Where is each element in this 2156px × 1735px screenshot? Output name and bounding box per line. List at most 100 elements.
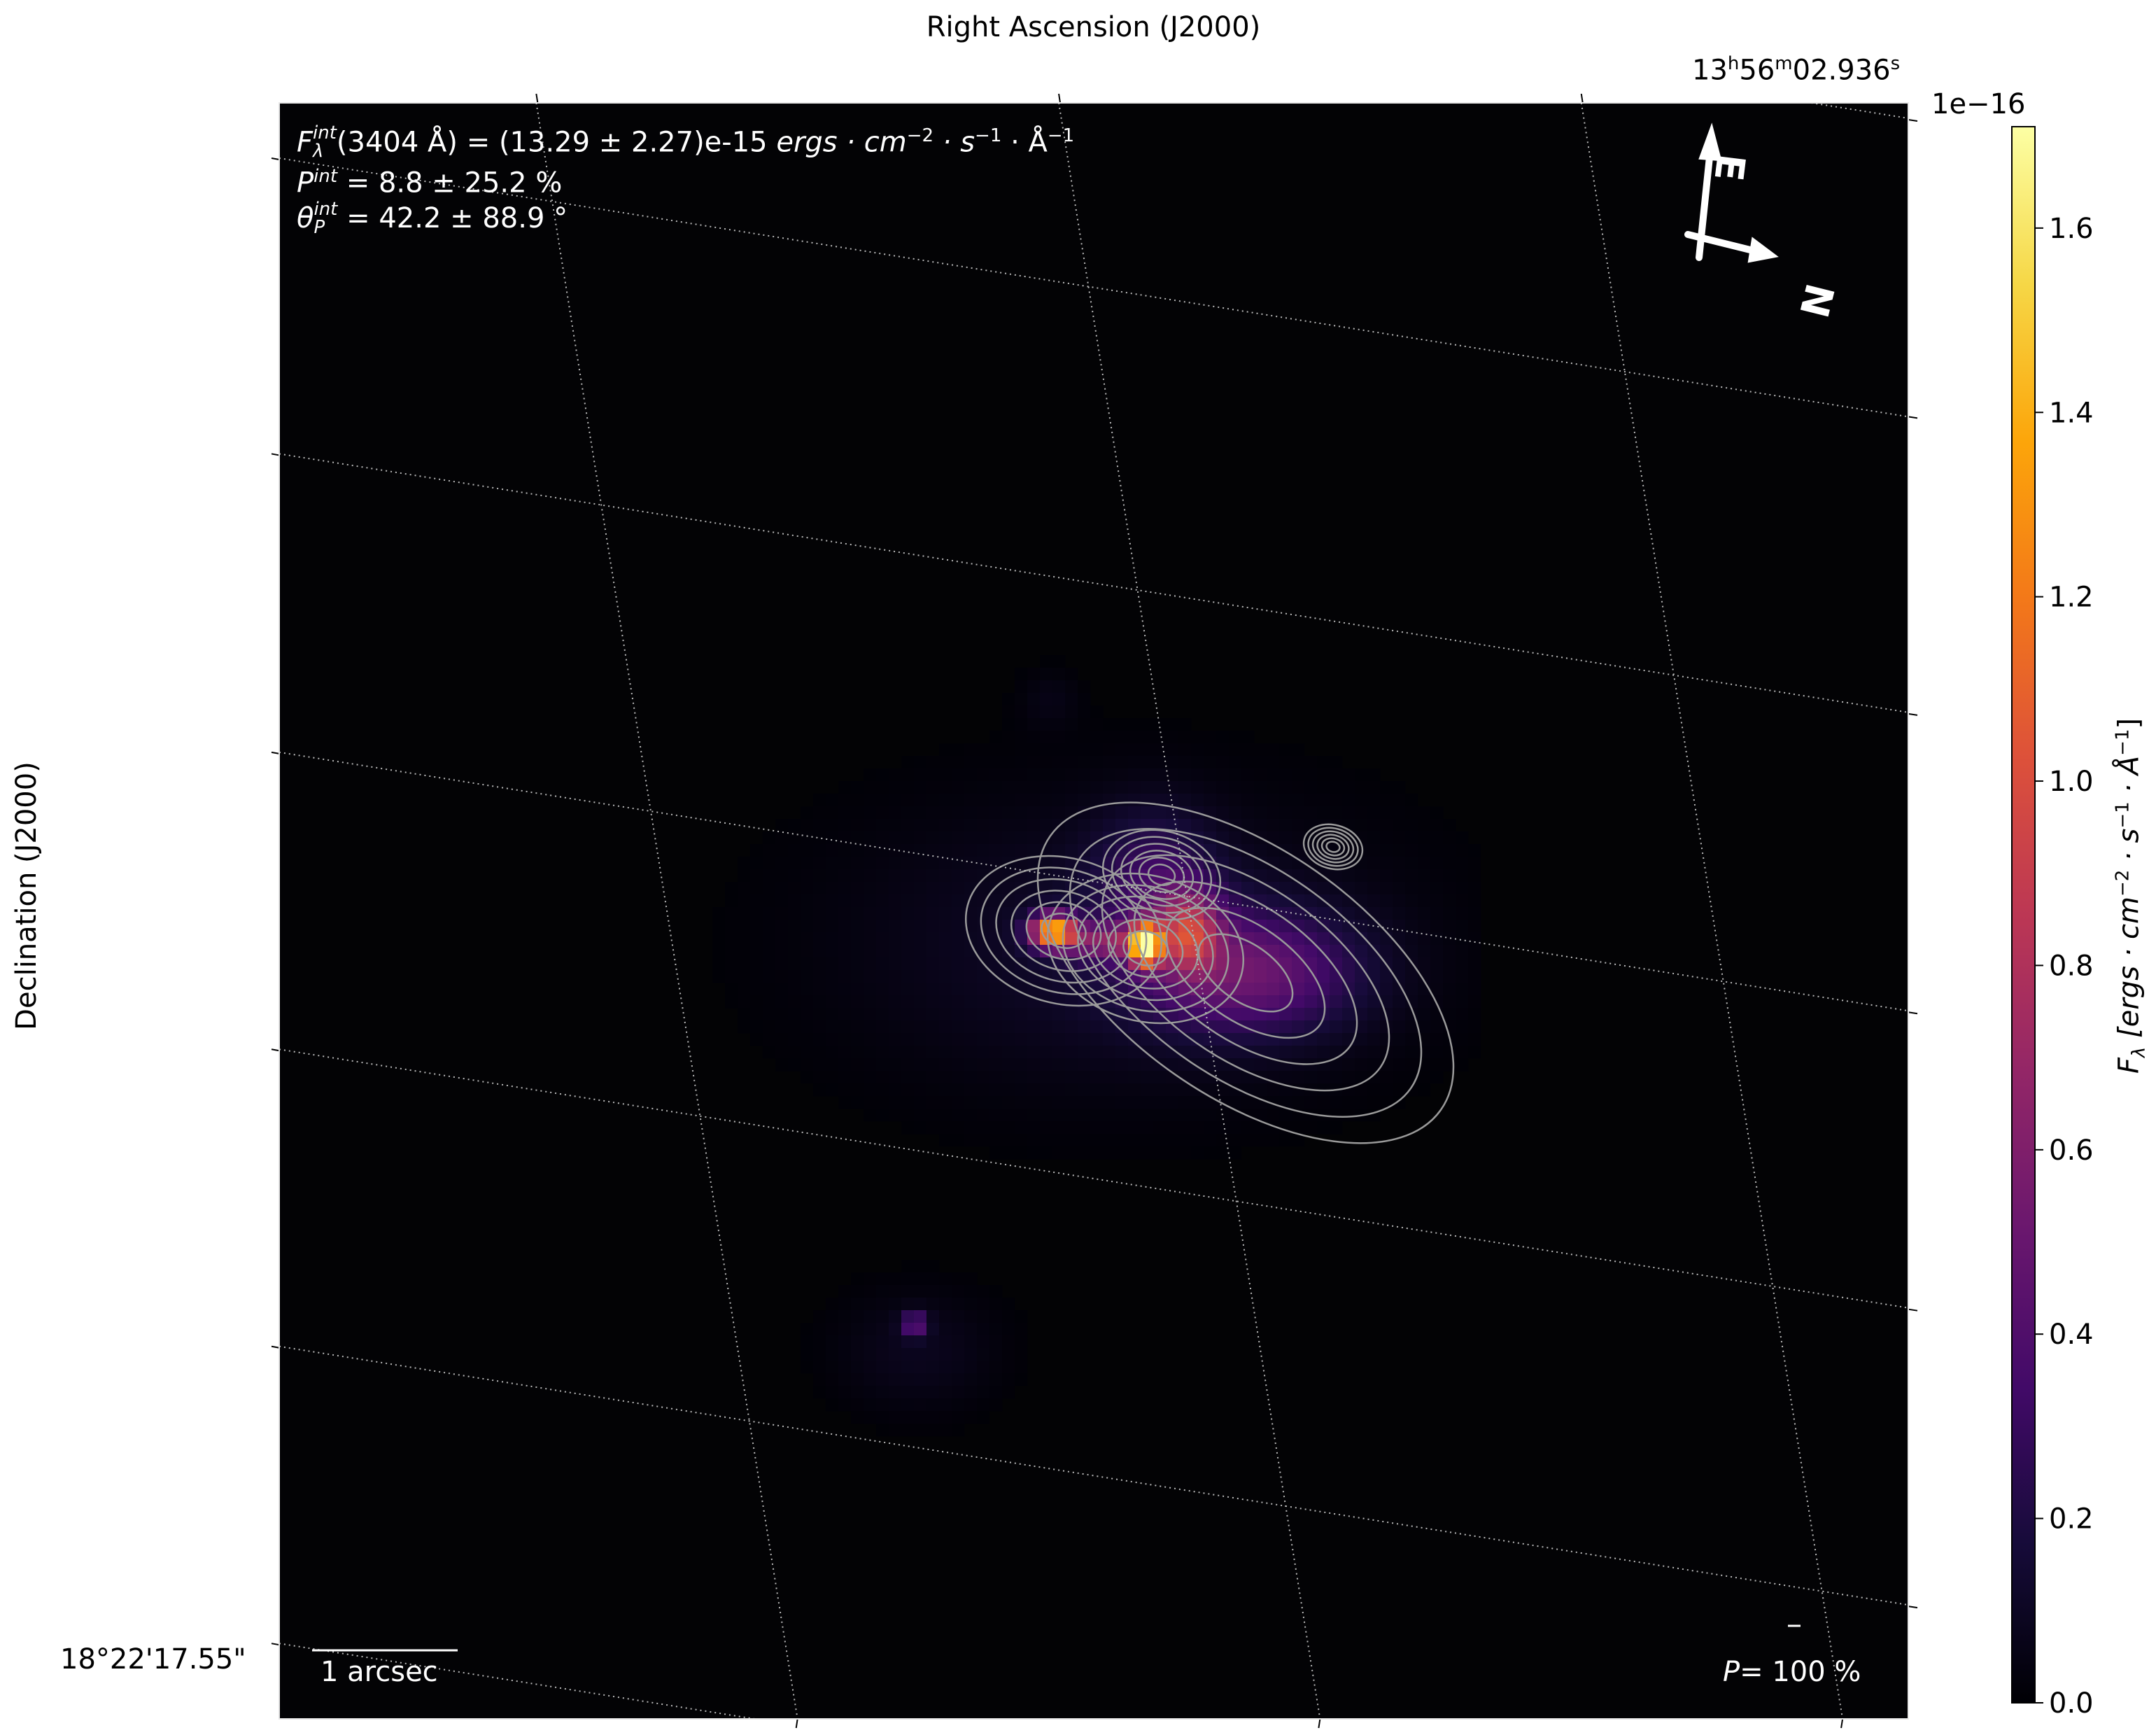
image-pixel: [813, 957, 826, 971]
image-pixel: [838, 806, 852, 820]
image-pixel: [1430, 882, 1444, 895]
image-pixel: [977, 1109, 990, 1122]
colorbar-tick-label: 0.2: [2049, 1503, 2094, 1536]
image-pixel: [1304, 1033, 1318, 1046]
image-pixel: [801, 1335, 814, 1349]
image-pixel: [1241, 1121, 1255, 1135]
image-pixel: [964, 1058, 978, 1072]
image-pixel: [1304, 1020, 1318, 1034]
image-pixel: [788, 894, 801, 908]
image-pixel: [939, 1071, 952, 1084]
image-pixel: [1191, 1134, 1204, 1147]
image-pixel: [1418, 844, 1431, 857]
image-pixel: [1393, 920, 1406, 933]
image-pixel: [763, 857, 776, 870]
image-pixel: [914, 1310, 927, 1323]
image-pixel: [926, 1109, 940, 1122]
image-pixel: [1052, 680, 1066, 694]
image-pixel: [889, 1361, 902, 1374]
image-pixel: [826, 1323, 839, 1336]
image-pixel: [1317, 1046, 1330, 1059]
image-pixel: [1128, 731, 1141, 744]
image-pixel: [813, 894, 826, 908]
image-pixel: [1040, 1033, 1053, 1046]
image-pixel: [851, 907, 864, 920]
image-pixel: [1355, 819, 1368, 832]
image-pixel: [1279, 819, 1292, 832]
image-pixel: [1254, 806, 1267, 820]
image-pixel: [1178, 768, 1192, 782]
image-pixel: [1078, 1058, 1091, 1072]
image-pixel: [1204, 1146, 1217, 1160]
image-pixel: [1430, 945, 1444, 958]
image-pixel: [1367, 945, 1381, 958]
image-pixel: [952, 957, 965, 971]
image-pixel: [889, 983, 902, 996]
image-pixel: [939, 1096, 952, 1109]
image-pixel: [876, 869, 889, 883]
image-pixel: [1191, 731, 1204, 744]
image-pixel: [977, 907, 990, 920]
image-pixel: [1015, 844, 1028, 857]
image-pixel: [1027, 1109, 1041, 1122]
image-pixel: [952, 1058, 965, 1072]
image-pixel: [1115, 806, 1129, 820]
image-pixel: [876, 857, 889, 870]
image-pixel: [1342, 932, 1355, 946]
image-pixel: [1279, 806, 1292, 820]
image-pixel: [1241, 894, 1255, 908]
image-pixel: [1153, 1109, 1167, 1122]
image-pixel: [1090, 768, 1104, 782]
image-pixel: [989, 768, 1003, 782]
image-pixel: [1267, 768, 1280, 782]
image-pixel: [1153, 831, 1167, 845]
image-pixel: [1078, 794, 1091, 807]
image-pixel: [1254, 794, 1267, 807]
image-pixel: [901, 983, 915, 996]
image-pixel: [1443, 869, 1456, 883]
image-pixel: [1002, 1323, 1015, 1336]
image-pixel: [1216, 743, 1230, 757]
image-pixel: [1002, 1096, 1015, 1109]
image-pixel: [763, 983, 776, 996]
image-pixel: [1304, 1096, 1318, 1109]
image-pixel: [1267, 781, 1280, 794]
image-pixel: [1393, 995, 1406, 1009]
image-pixel: [1267, 1020, 1280, 1034]
image-pixel: [1317, 794, 1330, 807]
image-pixel: [939, 1020, 952, 1034]
image-pixel: [1405, 831, 1418, 845]
image-pixel: [1405, 970, 1418, 983]
image-pixel: [1292, 794, 1305, 807]
image-pixel: [826, 882, 839, 895]
image-pixel: [775, 945, 789, 958]
image-pixel: [1367, 794, 1381, 807]
image-pixel: [1015, 831, 1028, 845]
image-pixel: [1267, 920, 1280, 933]
image-pixel: [851, 970, 864, 983]
image-pixel: [1292, 806, 1305, 820]
image-pixel: [838, 995, 852, 1009]
image-pixel: [926, 894, 940, 908]
image-pixel: [1002, 718, 1015, 731]
image-pixel: [1065, 983, 1078, 996]
image-pixel: [838, 1058, 852, 1072]
image-pixel: [1443, 995, 1456, 1009]
image-pixel: [1241, 920, 1255, 933]
image-pixel: [964, 857, 978, 870]
image-pixel: [1178, 932, 1192, 946]
image-pixel: [725, 907, 738, 920]
image-pixel: [738, 869, 751, 883]
image-pixel: [1456, 1008, 1469, 1021]
image-pixel: [1065, 1008, 1078, 1021]
image-pixel: [801, 857, 814, 870]
image-pixel: [1342, 869, 1355, 883]
image-pixel: [801, 1361, 814, 1374]
contour-line: [1120, 843, 1204, 907]
image-pixel: [1317, 781, 1330, 794]
image-pixel: [1052, 1058, 1066, 1072]
image-pixel: [864, 1348, 877, 1361]
image-pixel: [1330, 768, 1343, 782]
image-pixel: [1330, 1033, 1343, 1046]
image-pixel: [989, 1310, 1003, 1323]
